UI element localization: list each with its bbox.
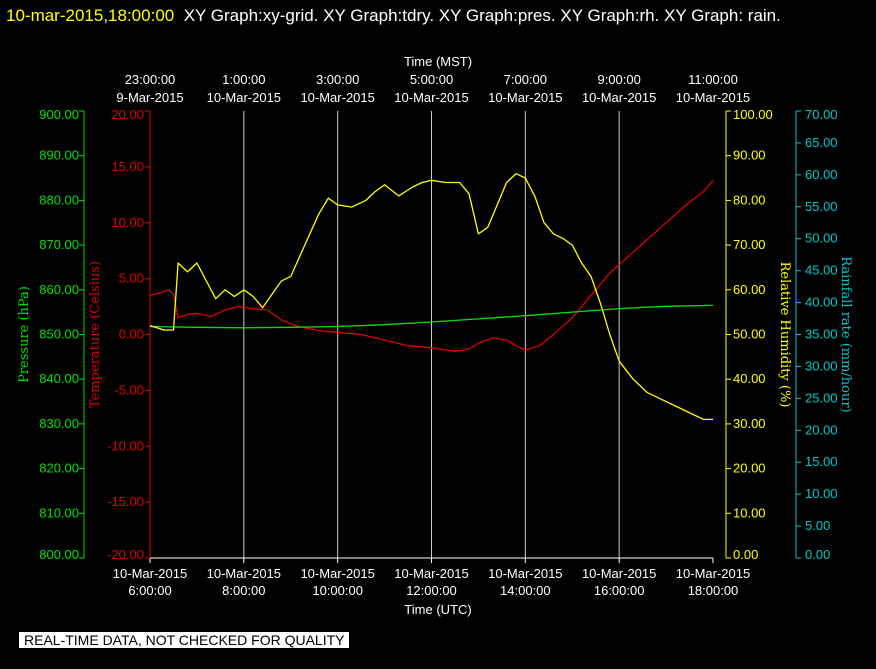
x-tick-label-utc-time: 14:00:00 [500, 583, 551, 598]
x-tick-label-mst-date: 10-Mar-2015 [300, 90, 374, 105]
x-tick-label-mst-date: 10-Mar-2015 [676, 90, 750, 105]
axis-labels: Time (UTC) Time (MST) [404, 54, 472, 617]
x-tick-label-mst-date: 10-Mar-2015 [582, 90, 656, 105]
rh-tick-label: 40.00 [733, 371, 766, 386]
rain-tick-label: 20.00 [805, 422, 838, 437]
x-tick-label-utc-date: 10-Mar-2015 [394, 566, 468, 581]
tdry-tick-label: 20.00 [111, 107, 144, 122]
x-tick-label-utc-time: 16:00:00 [594, 583, 645, 598]
tdry-tick-label: -15.00 [107, 494, 144, 509]
rh-tick-label: 80.00 [733, 192, 766, 207]
x-tick-label-mst-date: 9-Mar-2015 [116, 90, 183, 105]
tdry-tick-label: 15.00 [111, 159, 144, 174]
rh-tick-label: 70.00 [733, 237, 766, 252]
axes: 10-Mar-2015 6:00:00 10-Mar-2015 8:00:00 10-M… [17, 72, 853, 598]
rh-axis-title: Relative Humidity (%) [777, 262, 792, 408]
pres-tick-label: 880.00 [39, 192, 79, 207]
rain-tick-label: 25.00 [805, 390, 838, 405]
rain-tick-label: 40.00 [805, 295, 838, 310]
x-tick-label-utc-time: 8:00:00 [222, 583, 265, 598]
x-tick-label-mst-time: 11:00:00 [688, 72, 738, 87]
x-tick-label-utc-time: 6:00:00 [128, 583, 171, 598]
rh-tick-label: 60.00 [733, 282, 766, 297]
rain-tick-label: 35.00 [805, 327, 838, 342]
pres-tick-label: 840.00 [39, 371, 79, 386]
x-axis-title-mst: Time (MST) [404, 54, 472, 69]
rh-series-line [149, 172, 713, 421]
rh-tick-label: 0.00 [733, 547, 758, 562]
x-tick-label-mst-time: 3:00:00 [316, 72, 359, 87]
x-tick-label-mst-time: 1:00:00 [222, 72, 265, 87]
pres-tick-label: 810.00 [39, 505, 79, 520]
pres-tick-label: 850.00 [39, 327, 79, 342]
x-tick-label-mst-date: 10-Mar-2015 [207, 90, 281, 105]
x-tick-label-utc-date: 10-Mar-2015 [488, 566, 562, 581]
x-tick-label-utc-time: 12:00:00 [406, 583, 457, 598]
x-tick-label-mst-time: 23:00:00 [125, 72, 176, 87]
plot-area [149, 172, 714, 421]
rh-tick-label: 10.00 [733, 505, 766, 520]
tdry-tick-label: -20.00 [107, 547, 144, 562]
graph-list: XY Graph:xy-grid. XY Graph:tdry. XY Grap… [183, 6, 781, 25]
pres-tick-label: 900.00 [39, 107, 79, 122]
pres-tick-label: 800.00 [39, 547, 79, 562]
timestamp: 10-mar-2015,18:00:00 [6, 6, 175, 25]
tdry-tick-label: -10.00 [107, 438, 144, 453]
pres-tick-label: 820.00 [39, 461, 79, 476]
x-tick-label-utc-date: 10-Mar-2015 [113, 566, 187, 581]
x-tick-label-mst-date: 10-Mar-2015 [394, 90, 468, 105]
pres-tick-label: 830.00 [39, 416, 79, 431]
rh-tick-label: 20.00 [733, 461, 766, 476]
tdry-tick-label: 0.00 [119, 327, 144, 342]
rain-axis-title: Rainfall rate (mm/hour) [838, 256, 853, 412]
rain-tick-label: 70.00 [805, 107, 838, 122]
tdry-tick-label: -5.00 [114, 382, 144, 397]
tdry-axis-title: Temperature (Celsius) [88, 261, 103, 408]
x-tick-label-utc-date: 10-Mar-2015 [207, 566, 281, 581]
x-tick-label-utc-date: 10-Mar-2015 [676, 566, 750, 581]
data-quality-notice: REAL-TIME DATA, NOT CHECKED FOR QUALITY [19, 632, 350, 648]
graph-title: 10-mar-2015,18:00:00 XY Graph:xy-grid. X… [6, 2, 866, 30]
rain-tick-label: 65.00 [805, 135, 838, 150]
pres-tick-label: 890.00 [39, 148, 79, 163]
tdry-tick-label: 10.00 [111, 215, 144, 230]
tdry-series-line [149, 179, 714, 352]
rain-tick-label: 10.00 [805, 486, 838, 501]
x-tick-label-mst-time: 7:00:00 [504, 72, 547, 87]
pres-series-line [149, 304, 714, 329]
rh-tick-label: 90.00 [733, 148, 766, 163]
x-tick-label-utc-date: 10-Mar-2015 [582, 566, 656, 581]
x-tick-label-utc-date: 10-Mar-2015 [300, 566, 374, 581]
rain-tick-label: 15.00 [805, 454, 838, 469]
rain-tick-label: 50.00 [805, 231, 838, 246]
tdry-tick-label: 5.00 [119, 271, 144, 286]
rain-tick-label: 30.00 [805, 358, 838, 373]
rain-tick-label: 55.00 [805, 199, 838, 214]
x-axis-title-utc: Time (UTC) [404, 602, 471, 617]
rain-tick-label: 45.00 [805, 263, 838, 278]
pres-tick-label: 860.00 [39, 282, 79, 297]
rh-tick-label: 30.00 [733, 416, 766, 431]
rain-tick-label: 0.00 [805, 547, 830, 562]
pres-axis-title: Pressure (hPa) [17, 286, 32, 383]
pres-tick-label: 870.00 [39, 237, 79, 252]
x-tick-label-mst-time: 5:00:00 [410, 72, 453, 87]
rain-tick-label: 5.00 [805, 518, 830, 533]
x-tick-label-mst-date: 10-Mar-2015 [488, 90, 562, 105]
rain-tick-label: 60.00 [805, 167, 838, 182]
x-tick-label-mst-time: 9:00:00 [597, 72, 640, 87]
rh-tick-label: 100.00 [733, 107, 773, 122]
vertical-grid [243, 111, 620, 558]
x-tick-label-utc-time: 18:00:00 [688, 583, 739, 598]
rh-tick-label: 50.00 [733, 327, 766, 342]
x-tick-label-utc-time: 10:00:00 [312, 583, 363, 598]
